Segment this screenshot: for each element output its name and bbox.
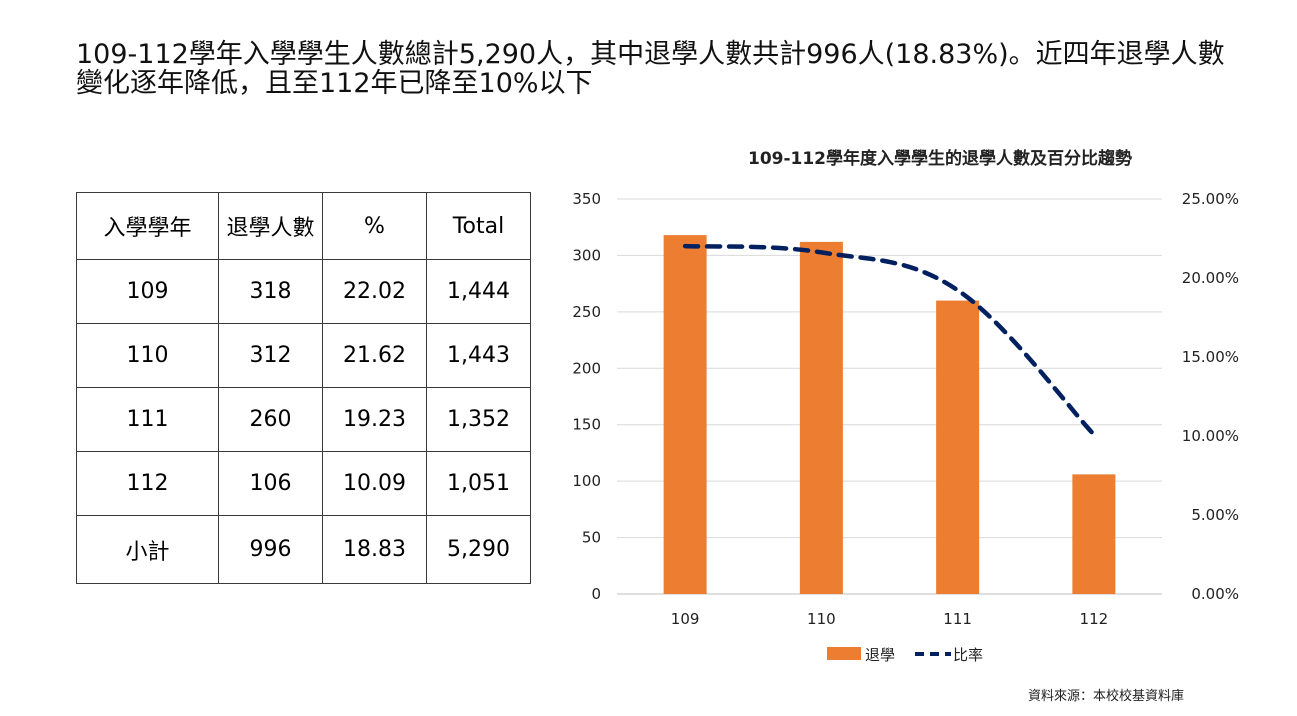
y-right-tick-label: 10.00% bbox=[1182, 427, 1239, 445]
table-cell: 1,352 bbox=[426, 387, 531, 452]
table-cell: 1,051 bbox=[426, 451, 531, 516]
table-cell: 10.09 bbox=[322, 451, 427, 516]
table-cell: 106 bbox=[218, 451, 323, 516]
y-right-tick-label: 20.00% bbox=[1182, 269, 1239, 287]
table-row: 111 260 19.23 1,352 bbox=[76, 387, 531, 452]
table-cell: 1,443 bbox=[426, 323, 531, 388]
table-cell: 110 bbox=[76, 323, 219, 388]
data-table: 入學學年 退學人數 % Total 109 318 22.02 1,444 11… bbox=[76, 192, 531, 584]
x-tick-label: 110 bbox=[807, 610, 836, 628]
table-row: 109 318 22.02 1,444 bbox=[76, 259, 531, 324]
y-right-tick-label: 25.00% bbox=[1182, 190, 1239, 208]
y-left-tick-label: 300 bbox=[572, 246, 601, 264]
headline: 109-112學年入學學生人數總計5,290人，其中退學人數共計996人(18.… bbox=[76, 39, 1225, 99]
y-right-tick-label: 5.00% bbox=[1191, 506, 1239, 524]
table-cell: 18.83 bbox=[322, 515, 427, 584]
x-tick-label: 109 bbox=[671, 610, 700, 628]
y-left-tick-label: 100 bbox=[572, 472, 601, 490]
y-right-tick-label: 15.00% bbox=[1182, 348, 1239, 366]
y-left-tick-label: 350 bbox=[572, 190, 601, 208]
table-cell: 318 bbox=[218, 259, 323, 324]
table-cell: 312 bbox=[218, 323, 323, 388]
bar bbox=[799, 241, 843, 594]
table-row: 112 106 10.09 1,051 bbox=[76, 451, 531, 516]
y-left-tick-label: 250 bbox=[572, 303, 601, 321]
table-cell: 112 bbox=[76, 451, 219, 516]
table-cell: 小計 bbox=[76, 515, 219, 584]
table-cell: 22.02 bbox=[322, 259, 427, 324]
legend-swatch-bar bbox=[827, 647, 861, 660]
y-left-tick-label: 50 bbox=[582, 529, 601, 547]
table-cell: 5,290 bbox=[426, 515, 531, 584]
table-header-cell: Total bbox=[426, 192, 531, 260]
y-left-tick-label: 150 bbox=[572, 416, 601, 434]
table-header-cell: 退學人數 bbox=[218, 192, 323, 260]
y-left-tick-label: 0 bbox=[591, 585, 601, 603]
legend-label: 比率 bbox=[953, 646, 983, 664]
table-cell: 19.23 bbox=[322, 387, 427, 452]
table-cell: 109 bbox=[76, 259, 219, 324]
table-header-cell: % bbox=[322, 192, 427, 260]
table-cell: 1,444 bbox=[426, 259, 531, 324]
ratio-line bbox=[682, 243, 1097, 437]
bar bbox=[936, 300, 980, 594]
x-tick-label: 111 bbox=[943, 610, 972, 628]
table-subtotal-row: 小計 996 18.83 5,290 bbox=[76, 515, 531, 584]
source-note: 資料來源：本校校基資料庫 bbox=[1028, 689, 1185, 704]
table-cell: 996 bbox=[218, 515, 323, 584]
y-left-tick-label: 200 bbox=[572, 359, 601, 377]
y-right-tick-label: 0.00% bbox=[1191, 585, 1239, 603]
chart-title: 109-112學年度入學學生的退學人數及百分比趨勢 bbox=[747, 149, 1133, 169]
table-row: 110 312 21.62 1,443 bbox=[76, 323, 531, 388]
legend-label: 退學 bbox=[865, 646, 895, 664]
table-cell: 260 bbox=[218, 387, 323, 452]
x-tick-label: 112 bbox=[1080, 610, 1109, 628]
table-cell: 111 bbox=[76, 387, 219, 452]
table-header-cell: 入學學年 bbox=[76, 192, 219, 260]
table-cell: 21.62 bbox=[322, 323, 427, 388]
table-header-row: 入學學年 退學人數 % Total bbox=[76, 192, 531, 260]
bar bbox=[1072, 474, 1116, 594]
bar bbox=[663, 235, 707, 594]
chart: 0 50 100 150 200 250 300 350 0.00% 5.00% 10.00% 15.… bbox=[572, 190, 1239, 664]
